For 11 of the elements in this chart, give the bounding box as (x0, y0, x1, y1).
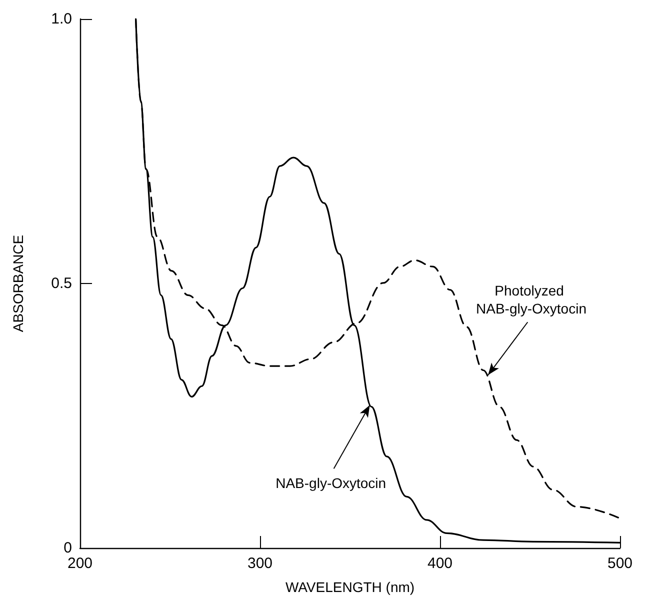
x-tick-label: 400 (427, 555, 453, 572)
y-tick-label: 0 (64, 540, 72, 556)
x-tick-label: 300 (247, 555, 273, 572)
annotation: NAB-gly-Oxytocin (276, 474, 386, 491)
x-tick-label: 500 (607, 555, 633, 572)
annotation: Photolyzed NAB-gly-Oxytocin (476, 282, 586, 316)
y-axis-title: ABSORBANCE (10, 234, 26, 332)
y-tick-label: 1.0 (51, 10, 72, 28)
x-tick-label: 200 (67, 555, 93, 572)
x-axis-title: WAVELENGTH (nm) (285, 579, 415, 595)
y-tick-label: 0.5 (51, 275, 72, 292)
